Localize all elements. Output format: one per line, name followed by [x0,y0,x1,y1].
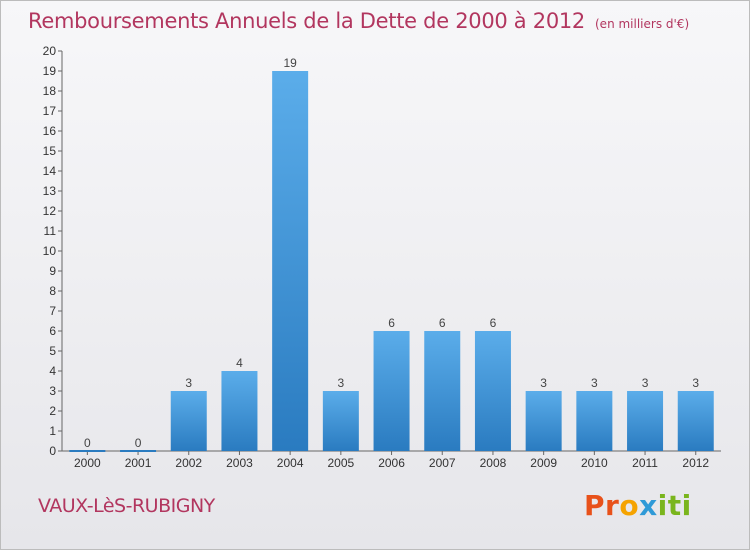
data-label: 6 [439,316,446,330]
y-tick-label: 4 [49,364,56,378]
bar [677,391,714,451]
chart-title: Remboursements Annuels de la Dette de 20… [28,9,689,33]
bar [272,71,309,451]
logo-letter: x [639,489,658,522]
commune-name: VAUX-LèS-RUBIGNY [38,495,215,517]
bar [322,391,359,451]
bar [221,371,258,451]
logo-letter: P [584,489,606,522]
data-label: 3 [692,376,699,390]
data-label: 0 [135,436,142,450]
data-label: 3 [540,376,547,390]
logo-letter: t [667,489,682,522]
x-tick-label: 2012 [682,456,709,470]
y-tick-label: 3 [49,384,56,398]
y-tick-label: 16 [43,124,57,138]
logo-letter: i [681,489,692,522]
data-label: 3 [185,376,192,390]
data-label: 6 [388,316,395,330]
x-tick-label: 2007 [429,456,456,470]
bar [576,391,613,451]
bar [627,391,664,451]
y-tick-label: 15 [43,144,57,158]
bar [424,331,461,451]
x-tick-label: 2010 [581,456,608,470]
y-tick-label: 9 [49,264,56,278]
y-tick-label: 2 [49,404,56,418]
bar [373,331,410,451]
x-tick-label: 2002 [175,456,202,470]
data-label: 3 [338,376,345,390]
y-tick-label: 1 [49,424,56,438]
data-label: 4 [236,356,243,370]
y-tick-label: 0 [49,444,56,458]
y-tick-label: 11 [44,224,57,238]
x-tick-label: 2006 [378,456,405,470]
y-tick-label: 17 [43,104,57,118]
y-tick-label: 6 [49,324,56,338]
x-tick-label: 2003 [226,456,253,470]
logo-letter: r [605,489,620,522]
y-tick-label: 18 [43,84,57,98]
bar [525,391,562,451]
x-tick-label: 2005 [327,456,354,470]
y-tick-label: 10 [43,244,57,258]
x-tick-label: 2011 [632,456,658,470]
y-tick-label: 8 [49,284,56,298]
y-tick-label: 19 [43,64,57,78]
x-tick-label: 2004 [277,456,304,470]
data-label: 19 [283,56,297,70]
x-tick-label: 2001 [125,456,152,470]
y-tick-label: 13 [43,184,57,198]
data-label: 3 [642,376,649,390]
y-tick-label: 14 [43,164,57,178]
y-tick-label: 20 [43,44,57,58]
data-label: 6 [490,316,497,330]
y-tick-label: 7 [49,304,56,318]
chart-title-text: Remboursements Annuels de la Dette de 20… [28,9,585,33]
data-label: 0 [84,436,91,450]
x-tick-label: 2008 [480,456,507,470]
data-label: 3 [591,376,598,390]
x-tick-label: 2009 [530,456,557,470]
x-tick-label: 2000 [74,456,101,470]
chart-unit: (en milliers d'€) [595,17,690,31]
logo-letter: i [657,489,668,522]
y-tick-label: 5 [49,344,56,358]
proxiti-logo: Proxiti [584,489,692,522]
y-tick-label: 12 [43,204,57,218]
bar [170,391,207,451]
bar [474,331,511,451]
logo-letter: o [619,489,640,522]
